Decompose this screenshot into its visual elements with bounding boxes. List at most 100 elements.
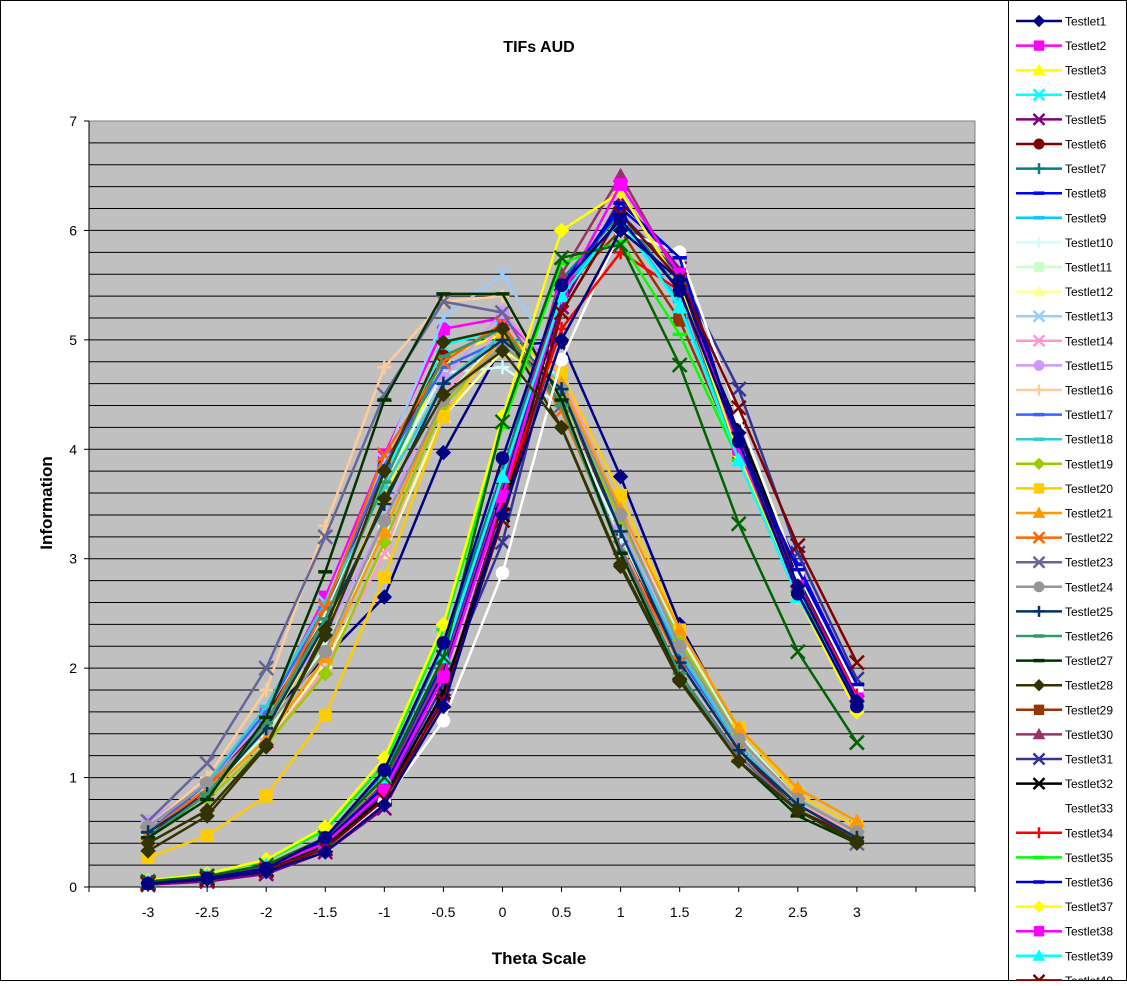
data-point — [614, 178, 628, 191]
data-point — [376, 545, 393, 562]
data-point — [613, 524, 628, 539]
legend-swatch-marker — [1032, 752, 1046, 766]
legend-item: Testlet27 — [1016, 654, 1113, 668]
x-tick-label: 3 — [853, 904, 861, 920]
x-tick-label: 1.5 — [670, 904, 690, 920]
legend-swatch-marker — [1033, 704, 1045, 715]
data-point — [789, 643, 806, 660]
legend-item: Testlet17 — [1016, 408, 1113, 422]
data-point — [376, 797, 393, 813]
series-group — [140, 167, 865, 893]
data-point — [140, 876, 156, 892]
legend-item: Testlet25 — [1016, 605, 1113, 619]
data-point — [671, 357, 688, 373]
legend-label: Testlet28 — [1065, 679, 1113, 693]
legend-swatch-marker — [1032, 309, 1046, 323]
legend-label: Testlet20 — [1065, 482, 1113, 496]
y-tick-label: 7 — [69, 113, 77, 129]
data-point — [731, 753, 747, 769]
data-point — [495, 566, 510, 580]
legend: Testlet1 Testlet2 Testlet3 Testlet4 Testlet5… — [1008, 0, 1127, 986]
data-point — [200, 829, 214, 843]
legend-label: Testlet27 — [1065, 654, 1113, 668]
legend-item: Testlet37 — [1016, 900, 1113, 914]
legend-item: Testlet18 — [1016, 433, 1113, 447]
legend-swatch-marker — [1033, 163, 1045, 175]
data-point — [435, 616, 452, 633]
legend-swatch-marker — [1032, 506, 1046, 518]
x-axis-label: Theta Scale — [492, 949, 587, 968]
legend-item: Testlet39 — [1016, 949, 1113, 963]
y-tick-label: 4 — [69, 441, 77, 457]
data-point — [258, 863, 274, 880]
data-point — [671, 298, 688, 314]
legend-label: Testlet19 — [1065, 457, 1113, 471]
legend-swatch-marker — [1032, 531, 1046, 544]
legend-item: Testlet19 — [1016, 457, 1113, 471]
y-tick-label: 5 — [69, 332, 77, 348]
data-point — [553, 419, 570, 436]
legend-item: Testlet31 — [1016, 753, 1113, 767]
x-tick-label: -0.5 — [431, 904, 455, 920]
data-point — [259, 683, 274, 698]
legend-label: Testlet17 — [1065, 408, 1113, 422]
data-point — [848, 654, 865, 671]
legend-label: Testlet25 — [1065, 605, 1113, 619]
x-tick-label: -1.5 — [313, 904, 337, 920]
data-point — [849, 693, 865, 709]
legend-label: Testlet33 — [1065, 802, 1113, 816]
legend-label: Testlet39 — [1065, 949, 1113, 963]
legend-swatch-marker — [1033, 802, 1045, 814]
legend-swatch-marker — [1032, 457, 1046, 471]
legend-item: Testlet35 — [1016, 851, 1113, 865]
chart-title: TIFs AUD — [503, 39, 574, 56]
legend-label: Testlet18 — [1065, 433, 1113, 447]
legend-swatch-marker — [1032, 777, 1046, 790]
data-point — [494, 468, 511, 483]
legend-item: Testlet13 — [1016, 310, 1113, 324]
legend-label: Testlet5 — [1065, 113, 1107, 127]
data-point — [553, 249, 570, 266]
data-point — [435, 293, 452, 310]
data-point — [317, 665, 333, 682]
data-point — [140, 835, 156, 851]
data-point — [376, 463, 393, 479]
legend-item: Testlet2 — [1016, 39, 1107, 53]
legend-item: Testlet4 — [1016, 88, 1107, 102]
data-point — [317, 844, 333, 860]
legend-label: Testlet10 — [1065, 236, 1113, 250]
data-point — [553, 332, 570, 348]
data-point — [436, 713, 451, 728]
legend-swatch-marker — [1033, 138, 1045, 150]
data-point — [259, 789, 273, 803]
y-axis-label: Information — [37, 456, 56, 550]
legend-item: Testlet24 — [1016, 580, 1113, 594]
legend-swatch-marker — [1033, 581, 1045, 593]
legend-label: Testlet23 — [1065, 556, 1113, 570]
data-point — [553, 222, 570, 239]
legend-label: Testlet11 — [1065, 261, 1112, 275]
legend-item: Testlet8 — [1016, 187, 1107, 201]
legend-swatch-marker — [1032, 63, 1046, 76]
legend-swatch-marker — [1033, 926, 1045, 937]
data-point — [377, 763, 392, 777]
data-point — [495, 451, 510, 465]
legend-swatch-marker — [1032, 727, 1046, 740]
data-point — [494, 343, 511, 359]
legend-swatch-marker — [1033, 827, 1045, 839]
data-point — [435, 386, 452, 403]
data-point — [436, 636, 451, 650]
data-point — [258, 660, 275, 677]
legend-item: Testlet28 — [1016, 679, 1113, 693]
data-point — [199, 802, 215, 819]
data-point — [435, 444, 452, 461]
legend-label: Testlet21 — [1065, 507, 1113, 521]
data-point — [671, 271, 688, 288]
data-point — [789, 537, 806, 554]
data-point — [376, 589, 393, 605]
data-point — [731, 425, 747, 441]
legend-item: Testlet29 — [1016, 703, 1113, 717]
legend-swatch-marker — [1033, 483, 1045, 494]
data-point — [317, 627, 333, 644]
